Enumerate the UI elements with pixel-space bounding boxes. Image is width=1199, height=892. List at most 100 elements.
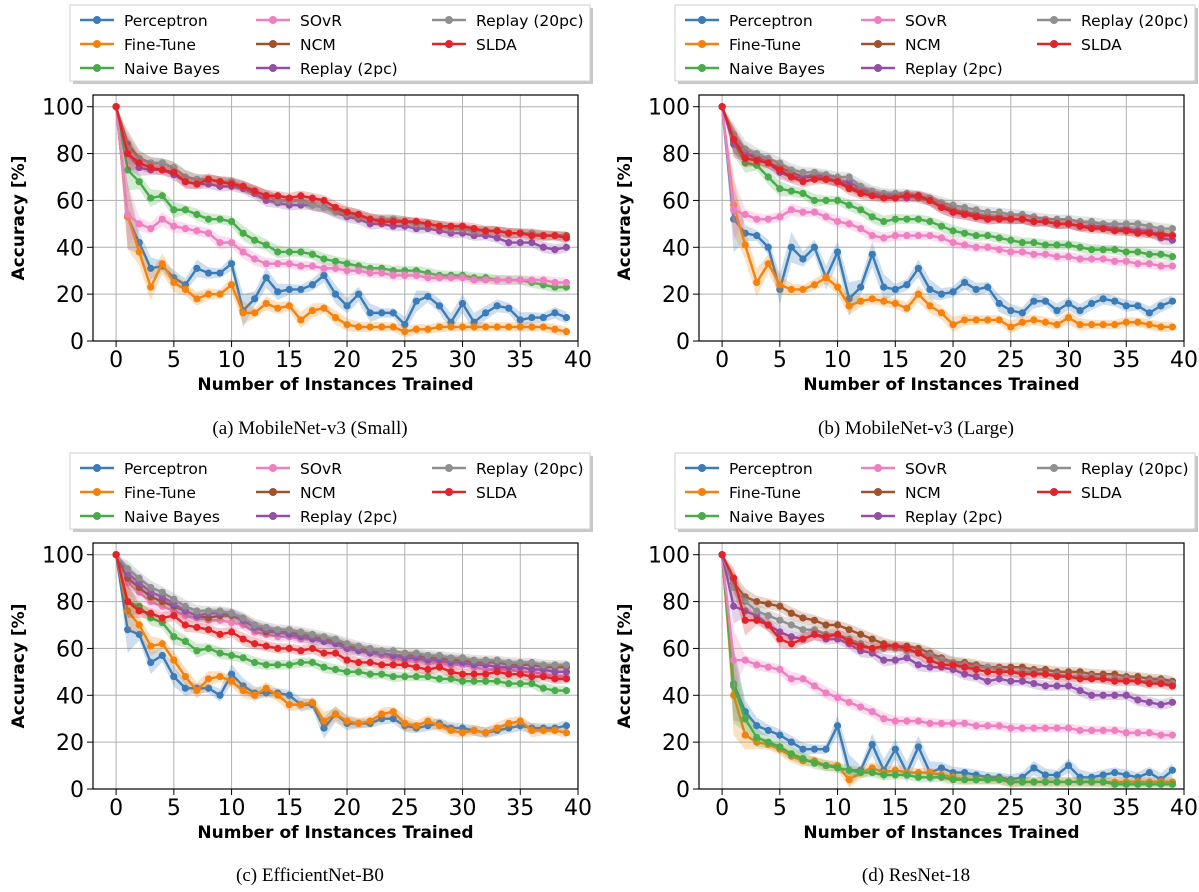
- legend-label: Naive Bayes: [729, 60, 825, 78]
- legend-label: SOvR: [905, 12, 947, 30]
- data-point: [880, 715, 888, 723]
- data-point: [753, 149, 761, 158]
- data-point: [147, 224, 155, 233]
- data-point: [1145, 229, 1153, 237]
- data-point: [833, 248, 842, 256]
- data-point: [776, 635, 784, 643]
- data-point: [482, 729, 490, 737]
- data-point: [239, 614, 247, 622]
- data-point: [995, 776, 1003, 784]
- legend-marker: [93, 64, 101, 72]
- data-point: [308, 201, 317, 209]
- data-point: [937, 222, 946, 230]
- data-point: [262, 642, 270, 650]
- series-sovr: [718, 551, 1177, 741]
- data-point: [753, 722, 761, 730]
- data-point: [505, 239, 513, 247]
- data-point: [297, 658, 305, 667]
- data-point: [776, 185, 784, 193]
- data-point: [810, 281, 819, 289]
- data-point: [741, 145, 749, 153]
- data-point: [914, 231, 923, 240]
- data-point: [833, 621, 842, 629]
- data-point: [845, 776, 853, 784]
- data-point: [412, 297, 420, 305]
- data-point: [447, 668, 455, 676]
- data-point: [1064, 672, 1073, 681]
- data-point: [216, 672, 224, 681]
- data-point: [204, 626, 213, 634]
- y-tick-label: 40: [662, 684, 690, 709]
- data-point: [972, 243, 980, 251]
- data-point: [822, 213, 830, 221]
- data-point: [880, 656, 888, 664]
- data-point: [124, 565, 132, 573]
- data-point: [505, 323, 513, 331]
- data-point: [845, 626, 853, 634]
- data-point: [1145, 729, 1153, 737]
- y-axis-label: Accuracy [%]: [9, 156, 29, 281]
- legend-box: [674, 4, 1196, 82]
- data-point: [1157, 250, 1165, 258]
- data-point: [787, 609, 795, 617]
- y-tick-label: 100: [42, 96, 84, 121]
- data-point: [170, 633, 178, 641]
- x-tick-label: 25: [997, 348, 1025, 373]
- data-point: [1111, 297, 1119, 305]
- legend-label: Naive Bayes: [124, 508, 220, 526]
- data-point: [308, 644, 317, 653]
- data-point: [960, 241, 969, 249]
- data-point: [516, 239, 524, 247]
- data-point: [1099, 224, 1107, 233]
- data-point: [147, 609, 155, 617]
- data-point: [833, 178, 842, 186]
- x-tick-label: 30: [1055, 796, 1083, 821]
- legend-marker: [93, 512, 101, 520]
- data-point: [193, 687, 201, 695]
- legend-entry: Naive Bayes: [80, 508, 220, 526]
- data-point: [389, 647, 397, 655]
- legend-label: Replay (20pc): [476, 460, 584, 478]
- data-point: [1111, 726, 1119, 735]
- data-point: [1064, 761, 1073, 770]
- data-point: [216, 178, 224, 186]
- data-point: [776, 166, 784, 174]
- data-point: [1030, 239, 1038, 247]
- legend-marker: [269, 488, 277, 496]
- data-point: [239, 229, 247, 237]
- data-point: [308, 281, 317, 289]
- data-point: [482, 227, 490, 235]
- legend-entry: SLDA: [1037, 36, 1122, 54]
- y-tick-label: 0: [676, 778, 690, 803]
- legend-marker: [874, 16, 882, 24]
- data-point: [193, 623, 201, 631]
- legend-marker: [1050, 16, 1058, 24]
- data-point: [1018, 248, 1026, 256]
- x-tick-label: 40: [564, 348, 592, 373]
- legend-label: Perceptron: [729, 12, 813, 30]
- data-point: [458, 323, 467, 331]
- data-point: [343, 640, 351, 648]
- data-point: [424, 220, 432, 228]
- data-point: [1041, 778, 1050, 786]
- x-tick-label: 5: [167, 796, 181, 821]
- data-point: [764, 243, 772, 251]
- data-point: [972, 231, 980, 240]
- data-point: [1111, 677, 1119, 685]
- data-point: [937, 661, 946, 669]
- data-point: [753, 733, 761, 742]
- data-point: [1122, 257, 1130, 265]
- data-point: [227, 239, 236, 247]
- data-point: [730, 574, 738, 582]
- data-point: [251, 621, 259, 629]
- data-point: [227, 281, 236, 289]
- data-point: [1076, 222, 1084, 230]
- data-point: [158, 260, 166, 268]
- data-point: [753, 157, 761, 165]
- data-point: [147, 164, 155, 172]
- legend-entry: SLDA: [432, 36, 517, 54]
- data-point: [435, 323, 444, 331]
- legend-marker: [874, 512, 882, 520]
- data-point: [562, 328, 571, 336]
